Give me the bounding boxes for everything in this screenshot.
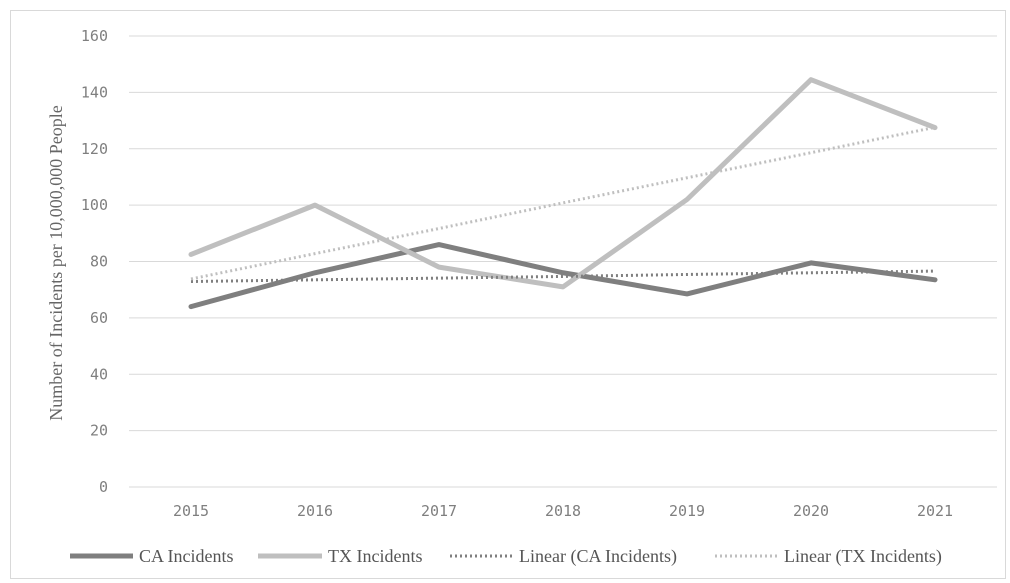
- y-tick-label: 100: [81, 196, 108, 214]
- y-tick-label: 160: [81, 27, 108, 45]
- series-line-linear-ca-incidents: [190, 269, 936, 284]
- x-tick-label: 2020: [793, 502, 829, 520]
- series-line-linear-tx-incidents: [190, 125, 936, 281]
- legend-label: CA Incidents: [139, 546, 234, 566]
- chart-frame: [10, 10, 1006, 579]
- gridlines: [129, 35, 997, 488]
- x-tick-labels: 2015 2016 2017 2018 2019 2020 2021: [173, 502, 953, 520]
- y-tick-labels: 0 20 40 60 80 100 120 140 160: [81, 27, 108, 496]
- y-tick-label: 40: [90, 365, 108, 383]
- x-tick-label: 2015: [173, 502, 209, 520]
- series-lines: [188, 77, 938, 310]
- x-tick-label: 2018: [545, 502, 581, 520]
- y-tick-label: 0: [99, 478, 108, 496]
- x-tick-label: 2017: [421, 502, 457, 520]
- y-tick-label: 120: [81, 140, 108, 158]
- legend-label: Linear (TX Incidents): [784, 546, 942, 567]
- y-tick-label: 60: [90, 309, 108, 327]
- x-tick-label: 2019: [669, 502, 705, 520]
- x-tick-label: 2021: [917, 502, 953, 520]
- legend-label: Linear (CA Incidents): [519, 546, 677, 567]
- y-tick-label: 80: [90, 253, 108, 271]
- x-tick-label: 2016: [297, 502, 333, 520]
- series-line-ca-incidents: [188, 242, 938, 310]
- series-line-tx-incidents: [188, 77, 938, 290]
- y-tick-label: 20: [90, 422, 108, 440]
- legend-label: TX Incidents: [328, 546, 422, 566]
- y-tick-label: 140: [81, 83, 108, 101]
- legend: CA Incidents TX Incidents Linear (CA Incid…: [70, 546, 942, 567]
- y-axis-title: Number of Incidents per 10,000,000 Peopl…: [46, 105, 66, 420]
